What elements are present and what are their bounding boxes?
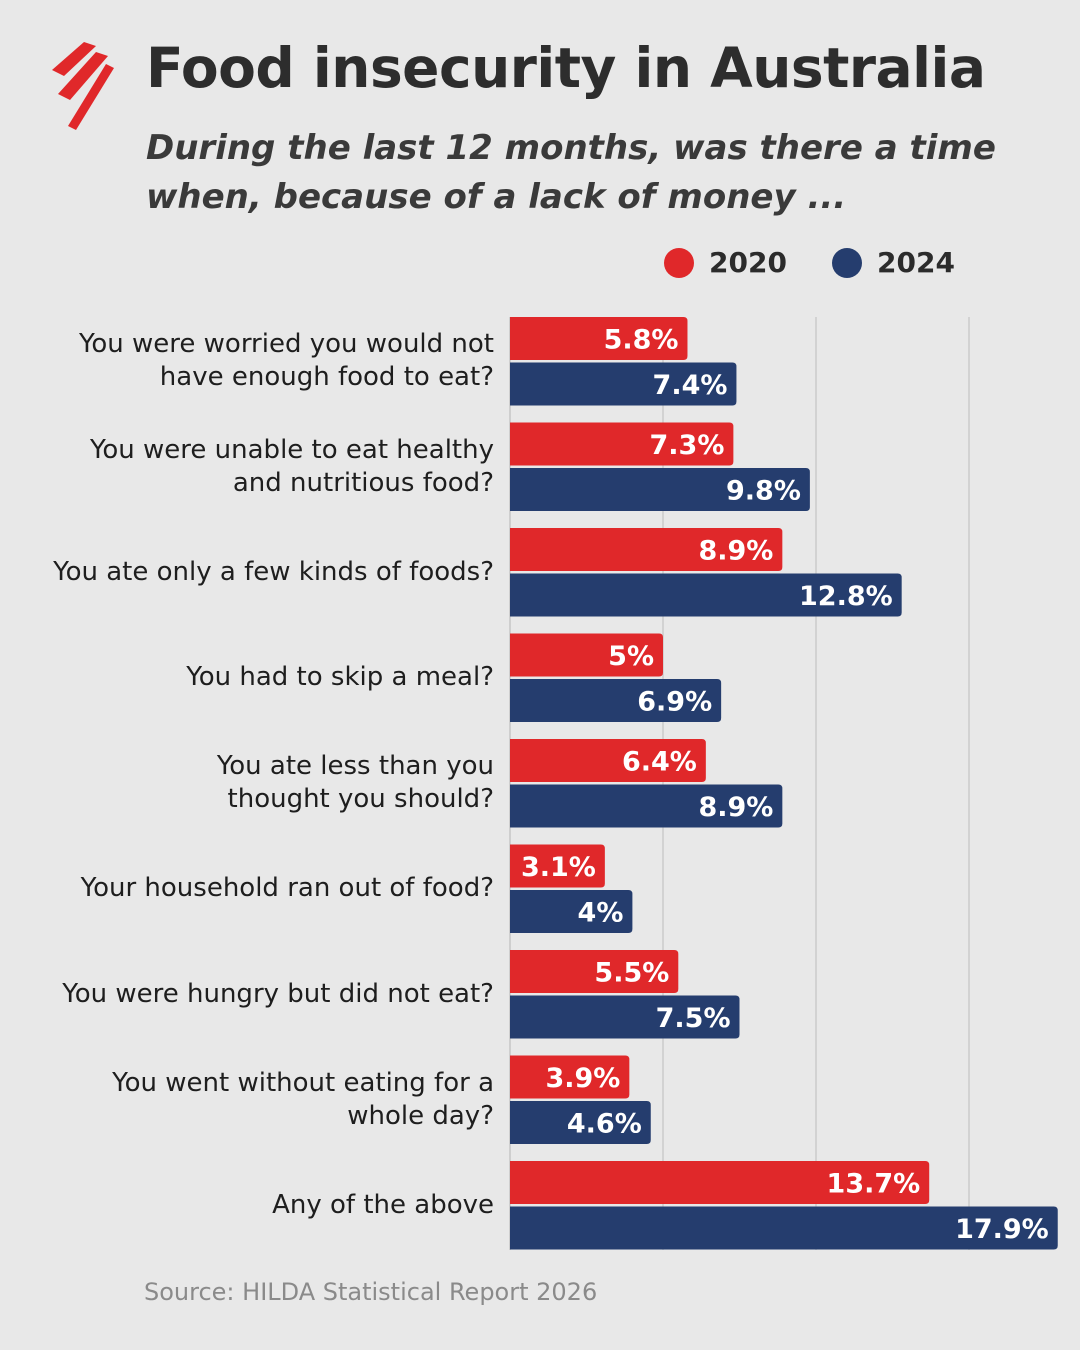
chart-title: Food insecurity in Australia [146,36,986,100]
bar-2020-8 [510,1161,930,1204]
legend-item-2024: 2024 [832,246,955,279]
bar-2020-2 [510,528,783,571]
category-label-2: You ate only a few kinds of foods? [53,556,494,587]
data-label-2020-6: 5.5% [594,958,669,989]
bar-2020-1 [510,422,734,466]
legend-item-2020: 2020 [664,246,787,279]
category-label-5: Your household ran out of food? [80,873,494,904]
data-label-2020-5: 3.1% [521,852,596,883]
category-label-7: You went without eating for a whole day? [112,1067,494,1131]
bar-2024-4 [510,784,783,828]
category-label-1: You were unable to eat healthy and nutrit… [89,434,494,498]
data-label-2020-2: 8.9% [698,536,773,567]
data-label-2020-1: 7.3% [649,430,724,461]
data-label-2024-1: 9.8% [726,476,801,507]
category-label-8: Any of the above [272,1189,494,1220]
data-label-2020-7: 3.9% [545,1063,620,1094]
bar-2020-3 [510,633,663,677]
bar-2024-8 [510,1206,1058,1250]
data-label-2024-6: 7.5% [656,1003,731,1034]
bar-2024-1 [510,468,810,511]
bar-2020-6 [510,950,679,993]
bar-2020-7 [510,1055,630,1099]
data-label-2024-8: 17.9% [955,1214,1049,1245]
category-label-3: You had to skip a meal? [186,662,494,693]
legend-swatch-2024 [832,247,862,278]
bar-2024-0 [510,362,737,406]
bar-2024-3 [510,679,722,722]
bar-2024-6 [510,995,740,1039]
data-label-2020-0: 5.8% [604,325,679,356]
source-note: Source: HILDA Statistical Report 2026 [144,1278,598,1306]
bar-2020-5 [510,844,605,888]
bar-2020-0 [510,317,688,360]
bar-2024-5 [510,890,633,933]
legend-label-2024: 2024 [877,246,955,279]
data-label-2024-5: 4% [578,898,624,929]
sbs-logo-icon [52,42,114,130]
chart-subtitle: During the last 12 months, was there a t… [146,128,996,217]
category-label-0: You were worried you would not have enoug… [78,329,494,393]
data-label-2024-0: 7.4% [653,370,728,401]
data-label-2024-7: 4.6% [567,1109,642,1140]
bar-2020-4 [510,739,706,782]
data-label-2024-3: 6.9% [637,687,712,718]
data-label-2020-8: 13.7% [827,1169,921,1200]
category-label-4: You ate less than you thought you should? [216,751,494,815]
bar-2024-2 [510,573,902,617]
data-label-2024-2: 12.8% [799,581,893,612]
category-label-6: You were hungry but did not eat? [62,978,494,1009]
legend-label-2020: 2020 [709,246,787,279]
bar-2024-7 [510,1101,651,1144]
legend-swatch-2020 [664,247,694,278]
data-label-2020-4: 6.4% [622,747,697,778]
data-label-2024-4: 8.9% [698,792,773,823]
data-label-2020-3: 5% [608,641,654,672]
